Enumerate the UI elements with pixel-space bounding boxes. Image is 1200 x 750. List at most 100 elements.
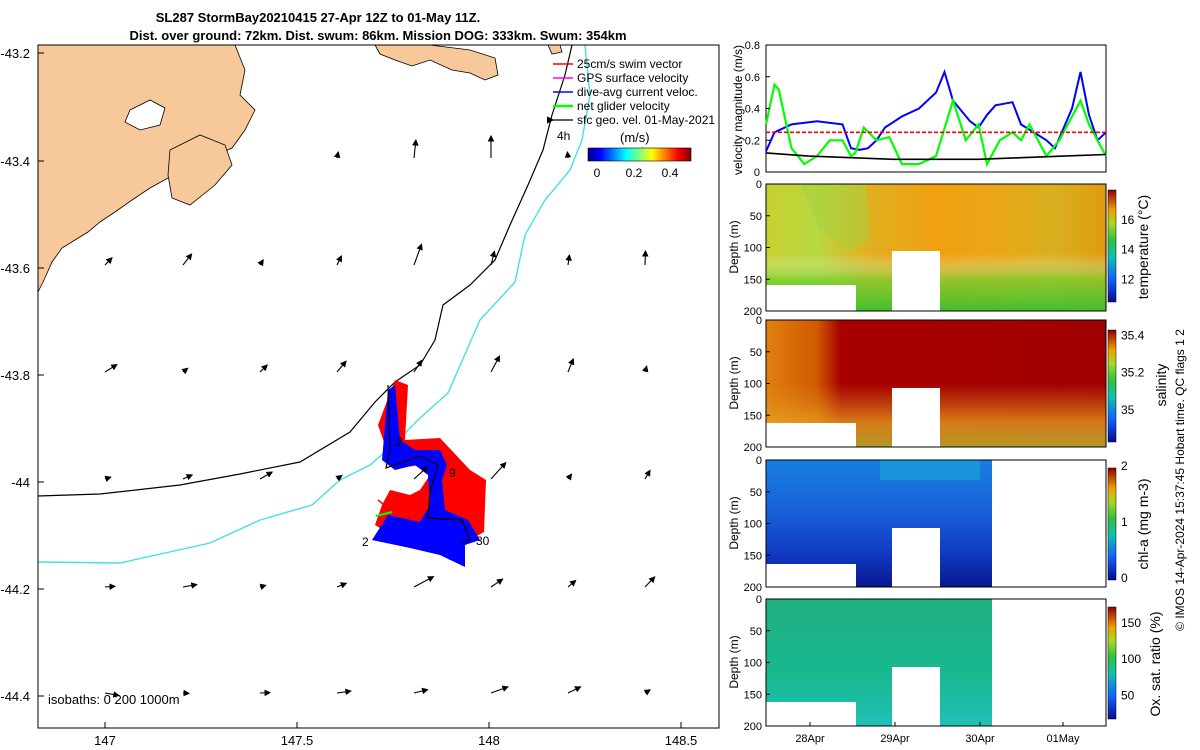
velocity-ytick-label: 0.4 [745,104,760,116]
geo-velocity-arrow [413,687,429,695]
geostrophic-arrows [104,134,656,698]
geo-velocity-arrow [641,365,649,373]
depth-ylabel: Depth (m) [727,496,741,549]
oxygen-cbar-label: Ox. sat. ratio (%) [1147,611,1163,716]
depth-tick-label: 50 [750,626,762,638]
velocity-ylabel: velocity magnitude (m/s) [731,45,745,175]
geo-velocity-arrow [413,359,423,373]
depth-tick-label: 100 [744,243,762,255]
glider-track [372,380,486,567]
salinity-colorbar [1107,329,1117,443]
track-label-4: 30 [476,534,490,548]
geo-velocity-arrow [489,250,497,266]
geo-velocity-arrow [490,685,509,694]
time-xtick-label: 29Apr [880,733,910,745]
map-ytick-label: -43.2 [0,46,30,61]
colorbar-tick-label: 2 [1121,459,1128,473]
map-ytick-label: -43.4 [0,154,30,169]
colorbar-tick-label: 35.4 [1121,328,1145,342]
series-sfc-geo-vel- [765,152,1107,161]
geo-velocity-arrow [335,474,343,482]
velocity-ytick-label: 0.8 [745,40,760,52]
depth-tick-label: 150 [744,410,762,422]
colorbar-tick-label: 150 [1121,616,1141,630]
depth-tick-label: 200 [744,582,762,594]
salinity-panel: salinity [765,319,1169,448]
map-xtick-label: 147.5 [281,733,314,748]
depth-tick-label: 150 [744,689,762,701]
geo-velocity-arrow [259,583,267,591]
depth-tick-label: 150 [744,550,762,562]
depth-ylabel: Depth (m) [727,220,741,273]
geo-velocity-arrow [336,255,342,266]
geo-velocity-arrow [567,357,575,373]
geo-velocity-arrow [182,474,194,481]
time-xtick-label: 30Apr [965,733,995,745]
velocity-ytick-label: 0 [754,167,760,179]
geo-velocity-arrow [104,475,112,482]
geo-velocity-arrow [104,583,117,590]
map-ytick-label: -44 [11,475,30,490]
time-xtick-label: 01May [1046,733,1080,745]
map-xtick-label: 148 [478,733,500,748]
geo-velocity-arrow [413,576,435,588]
geo-velocity-arrow [565,473,573,481]
map-ytick-label: -43.8 [0,368,30,383]
isobaths-label: isobaths: 0 200 1000m [48,692,180,707]
geo-velocity-arrow [567,579,577,588]
map-legend: 25cm/s swim vector GPS surface velocity … [547,57,715,180]
geo-velocity-arrow [490,578,504,588]
colorbar-tick-2: 0.4 [662,166,679,180]
map-ytick-label: -44.2 [0,582,30,597]
geo-velocity-arrow [182,582,198,589]
figure-title-line1: SL287 StormBay20210415 27-Apr 12Z to 01-… [156,10,480,25]
isobath-200m [37,44,573,497]
depth-tick-label: 0 [756,179,762,191]
oxygen-gap-1 [766,702,856,726]
colorbar-tick-label: 50 [1121,688,1135,702]
oxygen-colorbar [1107,606,1117,720]
geo-velocity-arrow [333,151,341,159]
series-dive-avg-current [765,69,1107,152]
colorbar-tick-label: 14 [1121,243,1135,257]
track-label-1: 2 [396,435,403,449]
geo-velocity-arrow [565,254,572,266]
track-label-2: 9 [449,466,456,480]
geo-velocity-arrow [490,355,500,373]
chlorophyll-gap-2 [892,528,940,587]
geo-velocity-arrow [490,461,507,480]
legend-dive-avg: dive-avg current veloc. [577,85,698,99]
figure-title-line2: Dist. over ground: 72km. Dist. swum: 86k… [129,28,626,43]
scale-label: 4h [557,129,570,143]
colorbar-tick-label: 35.2 [1121,366,1145,380]
depth-tick-label: 50 [750,347,762,359]
map-frame [37,44,720,729]
geo-velocity-arrow [413,243,423,266]
geo-velocity-arrow [336,360,347,373]
geo-velocity-arrow [336,582,348,589]
colorbar-tick-0: 0 [594,166,601,180]
salinity-gap-1 [766,423,856,447]
temperature-gap-1 [766,285,856,311]
geo-velocity-arrow [257,258,264,267]
oxygen-gap-2 [892,667,940,726]
geo-velocity-arrow [104,363,118,373]
depth-tick-label: 200 [744,721,762,733]
geo-velocity-arrow [104,257,113,266]
velocity-ytick-label: 0.6 [745,72,760,84]
map-axes: 147 147.5 148 148.5 -43.2 -43.4 -43.6 -43.8 -44 -… [0,46,697,748]
geo-velocity-arrow [259,364,268,373]
colorbar-tick-label: 12 [1121,273,1135,287]
land-tasmania [37,44,563,293]
depth-ylabel: Depth (m) [727,635,741,688]
geo-velocity-arrow [104,691,120,698]
geo-velocity-arrow [181,367,189,375]
map-xtick-label: 147 [94,733,116,748]
velocity-ytick-label: 0.2 [745,135,760,147]
legend-geo-velocity: sfc geo. vel. 01-May-2021 [577,113,715,127]
isobath-1000m [37,44,591,564]
geo-velocity-arrow [413,466,429,480]
geo-velocity-arrow [336,688,352,696]
